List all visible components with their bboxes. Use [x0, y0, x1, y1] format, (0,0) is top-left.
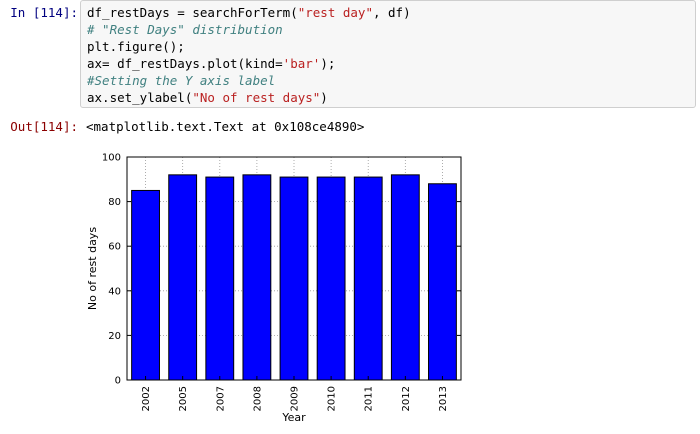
code-line: plt.figure(); [87, 38, 185, 55]
code-cell[interactable]: df_restDays = searchForTerm("rest day", … [80, 0, 696, 108]
x-tick-label: 2011 [364, 386, 375, 411]
code-line: #Setting the Y axis label [87, 72, 275, 89]
y-tick-label: 100 [102, 153, 121, 164]
x-tick-label: 2013 [438, 386, 449, 411]
code-line: # "Rest Days" distribution [87, 21, 283, 38]
code-token: ax.set_ylabel( [87, 90, 193, 105]
bar-2008 [242, 174, 272, 381]
output-text: <matplotlib.text.Text at 0x108ce4890> [86, 119, 365, 134]
y-axis-label: No of rest days [86, 227, 99, 310]
code-token: df_restDays = searchForTerm( [87, 5, 298, 20]
code-string: "No of rest days" [192, 90, 321, 105]
code-comment: # "Rest Days" distribution [87, 22, 283, 37]
x-tick-label: 2007 [215, 386, 226, 411]
x-tick-label: 2009 [290, 386, 301, 411]
x-tick-label: 2005 [178, 386, 189, 411]
code-token: ) [320, 90, 328, 105]
code-token: ); [320, 56, 336, 71]
y-tick-label: 60 [108, 242, 121, 253]
bar-2002 [131, 189, 160, 381]
x-tick-label: 2008 [252, 386, 263, 411]
code-token: plt.figure(); [87, 39, 185, 54]
code-string: 'bar' [282, 56, 321, 71]
code-token: ax= df_restDays.plot(kind= [87, 56, 283, 71]
code-token: , df) [372, 5, 411, 20]
x-tick-label: 2010 [327, 386, 338, 411]
code-comment: #Setting the Y axis label [87, 73, 276, 88]
x-axis-label: Year [281, 411, 306, 424]
code-string: "rest day" [297, 5, 373, 20]
code-line: df_restDays = searchForTerm("rest day", … [87, 4, 411, 21]
bar-2010 [316, 176, 346, 381]
bar-2009 [279, 176, 309, 381]
code-line: ax.set_ylabel("No of rest days") [87, 89, 328, 106]
x-tick-label: 2012 [401, 386, 412, 411]
y-tick-label: 40 [108, 286, 121, 297]
bar-2012 [390, 174, 420, 381]
code-line: ax= df_restDays.plot(kind='bar'); [87, 55, 335, 72]
y-tick-label: 0 [115, 376, 121, 387]
bar-2007 [205, 176, 235, 381]
y-tick-label: 80 [108, 197, 121, 208]
bar-2011 [353, 176, 383, 381]
bar-2013 [428, 183, 457, 381]
output-prompt: Out[114]: [10, 119, 78, 134]
x-tick-label: 2002 [141, 386, 152, 411]
input-prompt: In [114]: [10, 5, 78, 20]
y-tick-label: 20 [108, 331, 121, 342]
bar-2005 [168, 174, 198, 381]
